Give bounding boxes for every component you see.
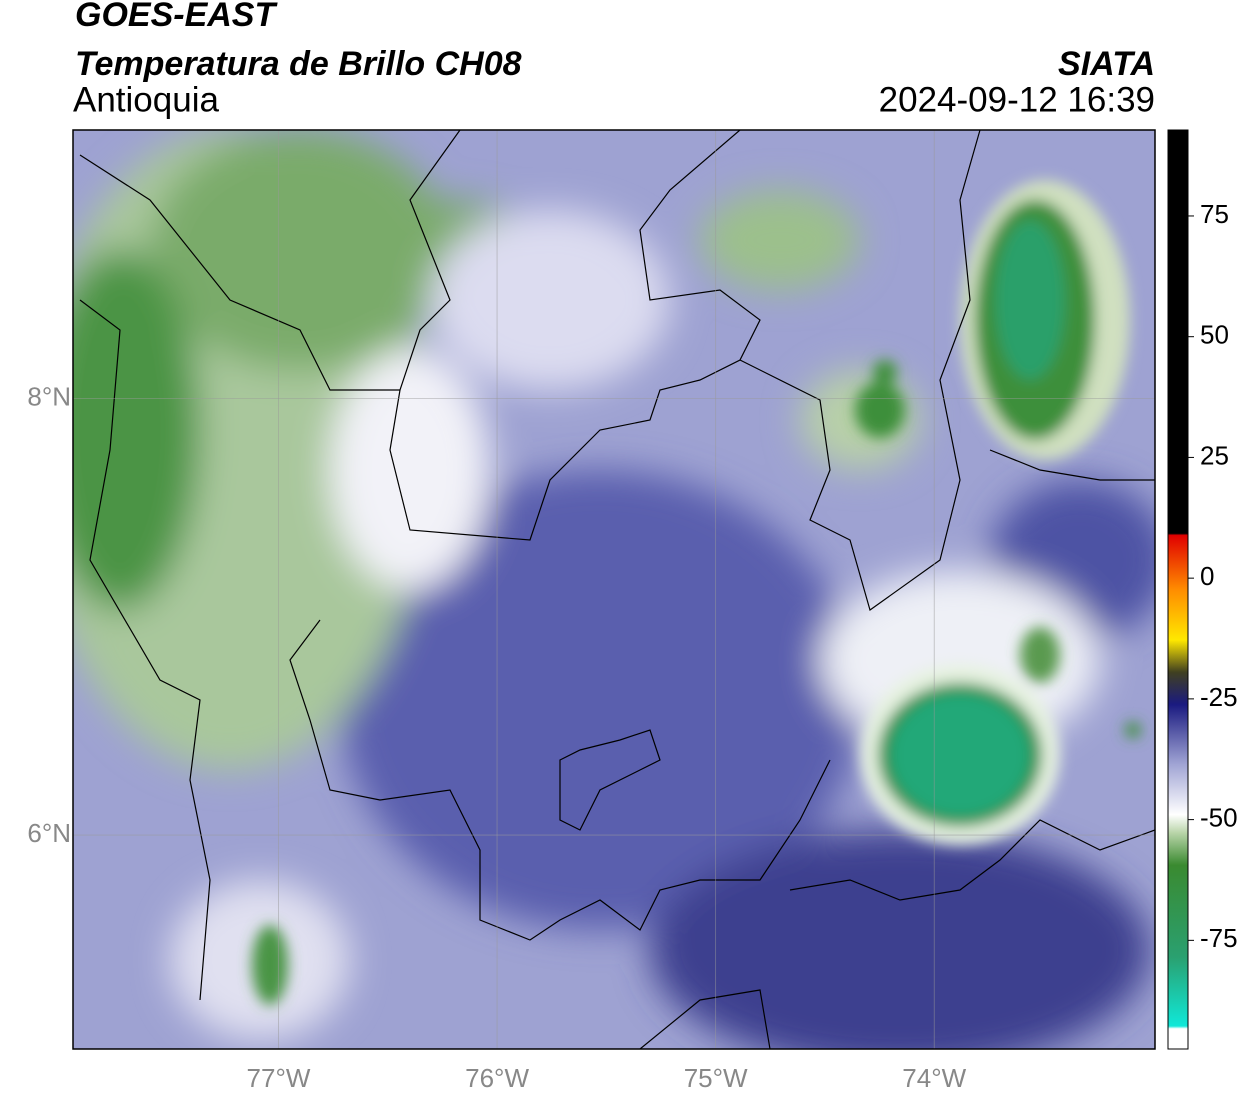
colorbar-tick-label: -75 (1200, 923, 1238, 953)
colorbar-tick-label: 50 (1200, 320, 1229, 350)
subtitle: Temperatura de Brillo CH08 (75, 45, 522, 83)
lon-tick-label: 75°W (684, 1063, 748, 1093)
colorbar (1167, 129, 1189, 1050)
colorbar-tick-label: 75 (1200, 199, 1229, 229)
lat-tick-label: 6°N (27, 818, 71, 848)
source: SIATA (1058, 45, 1155, 83)
lon-tick-label: 74°W (902, 1063, 966, 1093)
colorbar-tick-label: 25 (1200, 440, 1229, 470)
satellite-image (73, 130, 1155, 1049)
boundaries (79, 130, 1155, 1049)
region: Antioquia (73, 80, 219, 119)
timestamp: 2024-09-12 16:39 (879, 80, 1155, 119)
title: GOES-EAST (75, 0, 278, 34)
lon-tick-label: 76°W (465, 1063, 529, 1093)
colorbar-tick-label: -25 (1200, 682, 1238, 712)
lat-tick-label: 8°N (27, 381, 71, 411)
lon-tick-label: 77°W (247, 1063, 311, 1093)
map-frame (72, 129, 1156, 1050)
colorbar-tick-label: -50 (1200, 802, 1238, 832)
colorbar-tick-label: 0 (1200, 561, 1214, 591)
